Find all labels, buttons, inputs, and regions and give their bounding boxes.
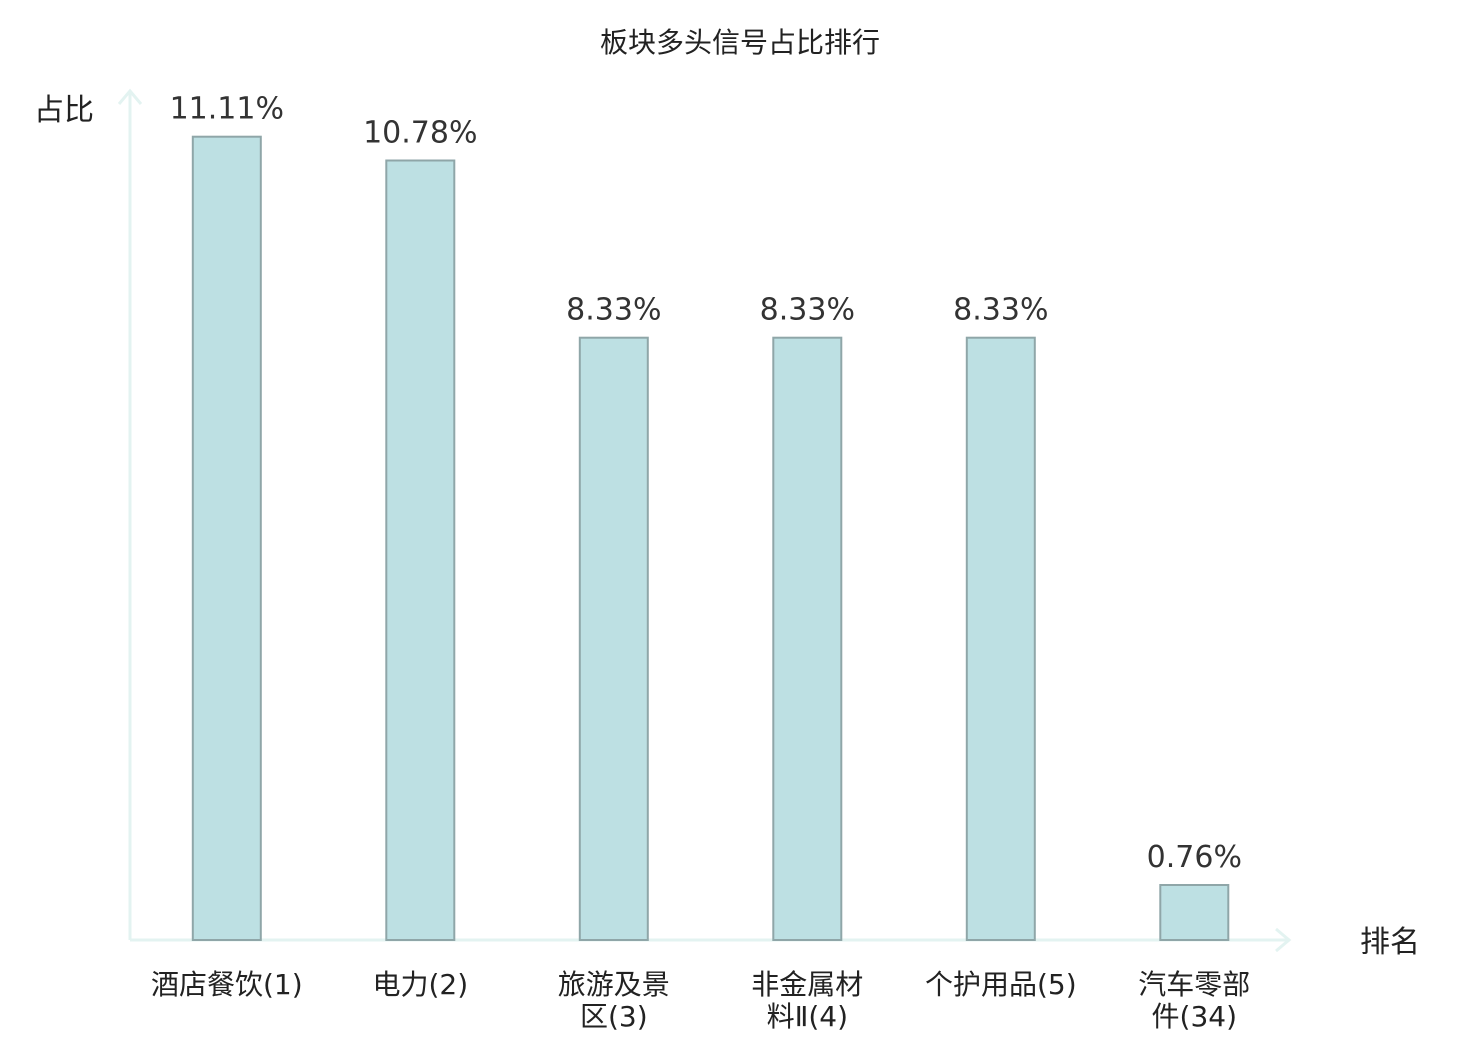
chart-title: 板块多头信号占比排行 [600, 26, 880, 59]
category-label-5: 个护用品(5) [925, 968, 1077, 1001]
x-axis [130, 927, 1292, 953]
value-label-4: 8.33% [760, 293, 855, 328]
category-label-4: 非金属材料Ⅱ(4) [751, 968, 863, 1033]
bar-3 [578, 336, 649, 941]
value-label-6: 0.76% [1147, 840, 1242, 875]
category-label-6: 汽车零部件(34) [1138, 968, 1250, 1033]
bars-group [191, 135, 1230, 941]
value-label-3: 8.33% [566, 293, 661, 328]
category-label-3: 旅游及景区(3) [558, 968, 670, 1033]
value-label-2: 10.78% [363, 116, 477, 151]
value-label-1: 11.11% [170, 92, 284, 127]
value-label-5: 8.33% [953, 293, 1048, 328]
x-axis-label: 排名 [1360, 925, 1420, 960]
category-label-1: 酒店餐饮(1) [151, 968, 303, 1001]
y-axis [117, 88, 143, 940]
category-labels-group: 酒店餐饮(1) 电力(2) 旅游及景区(3) 非金属材料Ⅱ(4) 个护用品(5) 汽车零部… [151, 968, 1250, 1033]
value-labels-group: 11.11% 10.78% 8.33% 8.33% 8.33% 0.76% [170, 92, 1242, 875]
bar-6 [1159, 884, 1230, 941]
category-label-2: 电力(2) [372, 968, 468, 1001]
bar-5 [965, 336, 1036, 941]
y-axis-label: 占比 [34, 93, 94, 128]
bar-4 [772, 336, 843, 941]
bar-1 [191, 135, 262, 941]
bar-2 [385, 159, 456, 941]
